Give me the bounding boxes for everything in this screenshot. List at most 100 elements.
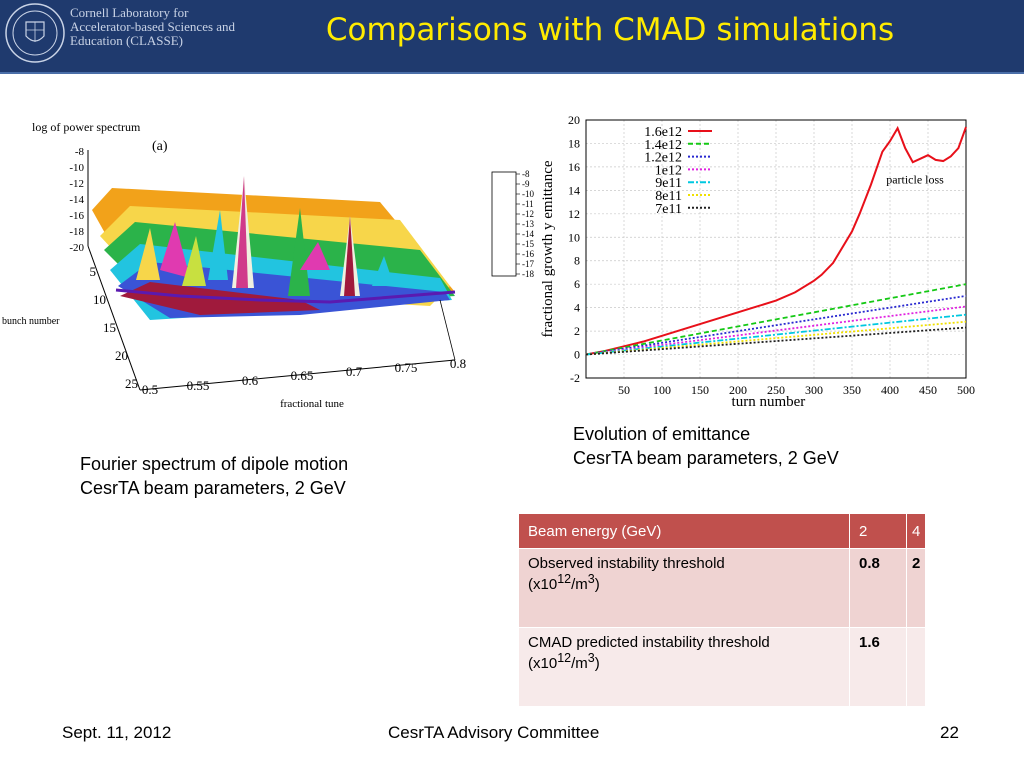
z-tick: -16 [69, 210, 84, 222]
z-tick: -18 [69, 226, 84, 238]
ylabel: bunch number [2, 316, 60, 327]
annotation-particle-loss: particle loss [886, 172, 944, 186]
x-tick-label: 350 [843, 383, 861, 397]
x-tick-label: 200 [729, 383, 747, 397]
z-tick: -20 [69, 242, 84, 254]
table-row: Observed instability threshold (x1012/m3… [518, 548, 927, 628]
x-tick: 0.6 [242, 373, 259, 388]
legend-label: 9e11 [655, 176, 682, 191]
x-axis-label: turn number [732, 394, 806, 410]
threshold-table: Beam energy (GeV) 2 4 Observed instabili… [518, 513, 927, 707]
y-tick: 15 [103, 320, 116, 335]
colorbar-tick-label: -10 [522, 189, 534, 199]
y-tick-label: 2 [574, 324, 580, 338]
legend-label: 1.6e12 [644, 125, 682, 140]
x-tick-label: 250 [767, 383, 785, 397]
row-unit-text: /m [571, 655, 588, 672]
row-label-text: CMAD predicted instability threshold [528, 634, 770, 651]
plot-frame [585, 119, 967, 379]
right-caption-line2: CesrTA beam parameters, 2 GeV [573, 448, 839, 468]
colorbar-tick-label: -16 [522, 249, 534, 259]
x-tick: 0.55 [187, 378, 210, 393]
y-tick-label: 16 [568, 160, 580, 174]
cornell-seal-logo [5, 3, 65, 63]
legend-label: 1.2e12 [644, 151, 682, 166]
colorbar-tick-label: -12 [522, 209, 534, 219]
x-tick-label: 400 [881, 383, 899, 397]
right-caption: Evolution of emittance CesrTA beam param… [573, 422, 839, 470]
x-tick: 0.8 [450, 356, 466, 371]
series-line-7e11 [585, 326, 967, 356]
x-tick-label: 50 [618, 383, 630, 397]
footer-date: Sept. 11, 2012 [62, 723, 172, 742]
x-tick: 0.65 [291, 368, 314, 383]
y-tick-label: 18 [568, 136, 580, 150]
xlabel: fractional tune [280, 398, 344, 410]
left-caption: Fourier spectrum of dipole motion CesrTA… [80, 452, 348, 500]
table-header-row: Beam energy (GeV) 2 4 [518, 513, 927, 549]
colorbar-tick-label: -11 [522, 199, 534, 209]
footer-center: CesrTA Advisory Committee [388, 723, 600, 742]
spectrum-surface [92, 176, 456, 320]
y-axis-label: fractional growth y emittance [540, 160, 556, 337]
colorbar: -8-9-10-11-12-13-14-15-16-17-18 [491, 169, 534, 279]
header-stripe [0, 72, 1024, 74]
row-unit-text: (x10 [528, 576, 558, 593]
row-label-text: Observed instability threshold [528, 555, 725, 572]
colorbar-tick-label: -17 [522, 259, 534, 269]
z-tick-labels: -8 -10 -12 -14 -16 -18 -20 [69, 146, 84, 254]
x-tick: 0.7 [346, 364, 363, 379]
x-tick: 0.75 [395, 360, 418, 375]
series-line-1.6e12 [585, 125, 967, 356]
table-header-cell: Beam energy (GeV) [518, 513, 850, 549]
colorbar-tick-label: -15 [522, 239, 534, 249]
right-caption-line1: Evolution of emittance [573, 424, 751, 444]
row-unit-text: ) [594, 576, 600, 593]
y-tick-label: 0 [574, 348, 580, 362]
row-unit-text: (x10 [528, 655, 558, 672]
colorbar-tick-label: -13 [522, 219, 534, 229]
x-tick-label: 300 [805, 383, 823, 397]
x-axis-3d: 0.5 0.55 0.6 0.65 0.7 0.75 0.8 fractiona… [139, 299, 466, 410]
row-unit-text: ) [594, 655, 600, 672]
unit-exponent: 3 [587, 651, 595, 665]
power-spectrum-3d-plot: log of power spectrum (a) -8 -10 -12 -14… [2, 120, 466, 410]
legend-label: 1.4e12 [644, 138, 682, 153]
left-caption-line2: CesrTA beam parameters, 2 GeV [80, 478, 346, 498]
y-tick-label: 6 [574, 277, 580, 291]
table-cell-label: Observed instability threshold (x1012/m3… [518, 548, 850, 628]
zlabel: log of power spectrum [32, 120, 141, 134]
y-tick-label: 12 [568, 207, 580, 221]
slide-header: Cornell Laboratory for Accelerator-based… [0, 0, 1024, 74]
emittance-chart: -8-9-10-11-12-13-14-15-16-17-18 50 100 150… [491, 113, 975, 410]
x-tick-label: 450 [919, 383, 937, 397]
colorbar-tick-label: -14 [522, 229, 534, 239]
table-cell-label: CMAD predicted instability threshold (x1… [518, 627, 850, 707]
table-header-cell: 4 [905, 513, 927, 549]
y-tick-label: 10 [568, 230, 580, 244]
x-tick-label: 150 [691, 383, 709, 397]
table-cell-value [905, 627, 927, 707]
series-line-8e11 [585, 320, 967, 356]
panel-label: (a) [152, 139, 168, 154]
left-caption-line1: Fourier spectrum of dipole motion [80, 454, 349, 474]
z-tick: -14 [69, 194, 84, 206]
series-line-1.2e12 [585, 295, 967, 356]
x-tick-label: 500 [957, 383, 975, 397]
series-line-9e11 [585, 313, 967, 356]
y-tick: 5 [90, 264, 97, 279]
table-header-cell: 2 [849, 513, 907, 549]
institution-name: Cornell Laboratory for Accelerator-based… [70, 5, 236, 48]
z-tick: -10 [69, 162, 84, 174]
unit-exponent: 12 [557, 651, 572, 665]
y-tick: 10 [93, 292, 106, 307]
x-tick: 0.5 [142, 382, 158, 397]
legend-label: 8e11 [655, 189, 682, 204]
table-cell-value: 1.6 [849, 627, 907, 707]
slide-title: Comparisons with CMAD simulations [325, 12, 895, 48]
y-tick: 25 [125, 376, 138, 391]
series-line-1.4e12 [585, 283, 967, 356]
colorbar-tick-label: -18 [522, 269, 534, 279]
colorbar-tick-label: -9 [522, 179, 530, 189]
